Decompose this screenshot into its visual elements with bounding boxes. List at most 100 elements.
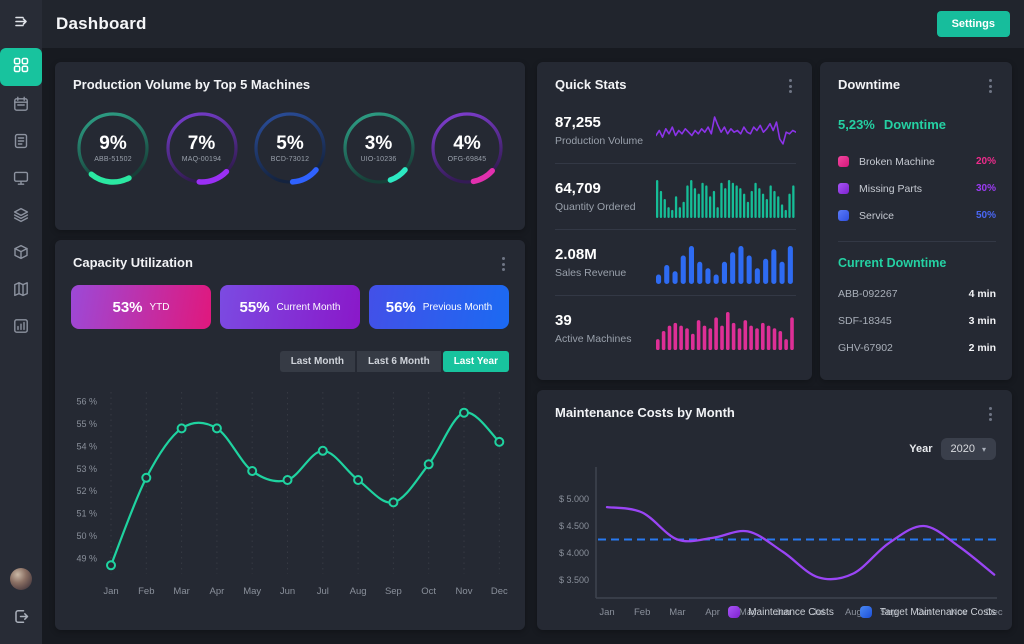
logout-button[interactable] (13, 608, 30, 630)
svg-text:Aug: Aug (350, 586, 367, 597)
quick-stat-row: 64,709 Quantity Ordered (555, 163, 796, 229)
gauge-percent-value: 5% (276, 132, 304, 154)
quick-stat-row: 2.08M Sales Revenue (555, 229, 796, 295)
chevron-down-icon: ▾ (981, 444, 986, 454)
current-downtime-title: Current Downtime (838, 256, 947, 270)
legend-swatch (838, 183, 849, 194)
logout-icon (13, 610, 30, 629)
svg-text:49 %: 49 % (76, 554, 97, 564)
quick-stat-text: 64,709 Quantity Ordered (555, 180, 636, 213)
quick-stat-text: 39 Active Machines (555, 312, 631, 345)
maintenance-header: Maintenance Costs by Month (537, 390, 1012, 423)
svg-text:May: May (243, 586, 261, 597)
svg-text:Jul: Jul (317, 586, 329, 597)
maintenance-legend: Maintenance Costs Target Maintenance Cost… (728, 606, 996, 618)
maintenance-menu-button[interactable] (985, 405, 996, 423)
capacity-line-chart: Jan Feb Mar Apr May Jun Jul Aug Sep Oct Nov Dec 49 %… (76, 392, 508, 597)
sidebar-item-layers[interactable] (0, 199, 42, 236)
quick-stat-label: Quantity Ordered (555, 201, 636, 213)
sidebar-item-dashboard[interactable] (0, 48, 42, 86)
legend-label: Maintenance Costs (748, 606, 834, 618)
legend-percent: 50% (975, 210, 996, 221)
range-tab-last-month[interactable]: Last Month (279, 351, 356, 372)
downtime-legend-item: Service 50% (838, 202, 996, 229)
calendar-icon (13, 96, 29, 117)
capacity-utilization-card: Capacity Utilization 53% YTD 55% Current Mo… (55, 240, 525, 630)
svg-text:Apr: Apr (210, 586, 225, 597)
quick-stat-value: 39 (555, 312, 572, 329)
year-dropdown-value: 2020 (950, 443, 975, 455)
svg-text:Jun: Jun (280, 586, 295, 597)
svg-text:Oct: Oct (421, 586, 436, 597)
sidebar-item-monitor[interactable] (0, 162, 42, 199)
top-header: Dashboard Settings (42, 0, 1024, 48)
legend-swatch (728, 606, 741, 618)
sidebar-item-map[interactable] (0, 273, 42, 310)
current-downtime-row: SDF-18345 3 min (838, 307, 996, 334)
current-downtime-row: GHV-67902 2 min (838, 334, 996, 361)
legend-percent: 30% (975, 183, 996, 194)
downtime-menu-button[interactable] (985, 77, 996, 95)
svg-text:Oct: Oct (916, 607, 931, 618)
gauge-percent-value: 4% (453, 132, 481, 154)
downtime-legend-item: Missing Parts 30% (838, 175, 996, 202)
gauge-text: 5% BCD-73012 (248, 106, 332, 190)
quick-stat-sparkline (656, 311, 794, 350)
svg-text:50 %: 50 % (76, 531, 97, 541)
legend-percent: 20% (975, 156, 996, 167)
dashboard-grid-icon (13, 57, 29, 78)
capacity-stat-pill: 53% YTD (71, 285, 211, 329)
user-avatar[interactable] (10, 568, 32, 590)
svg-text:Feb: Feb (634, 607, 650, 618)
svg-text:Nov: Nov (456, 586, 473, 597)
svg-text:Mar: Mar (669, 607, 685, 618)
range-tab-last-6-month[interactable]: Last 6 Month (357, 351, 441, 372)
sidebar-item-calendar[interactable] (0, 88, 42, 125)
quick-stats-menu-button[interactable] (785, 77, 796, 95)
downtime-machine-id: ABB-092267 (838, 287, 898, 300)
pill-label: Previous Month (422, 301, 493, 313)
svg-text:Jul: Jul (812, 607, 824, 618)
sidebar-item-analytics[interactable] (0, 310, 42, 347)
downtime-legend: Broken Machine 20% Missing Parts 30% Service… (838, 148, 996, 229)
map-icon (13, 281, 29, 302)
menu-arrow-icon (13, 13, 30, 35)
svg-text:May: May (739, 607, 757, 618)
machine-gauge: 3% UIO-10236 (337, 106, 421, 190)
document-icon (13, 133, 29, 154)
settings-button[interactable]: Settings (936, 11, 1010, 37)
maintenance-costs-card: Maintenance Costs by Month Year 2020 ▾ $… (537, 390, 1012, 630)
gauge-text: 3% UIO-10236 (337, 106, 421, 190)
quick-stat-row: 39 Active Machines (555, 295, 796, 361)
package-cube-icon (13, 244, 29, 265)
gauge-text: 9% ABB-51502 (71, 106, 155, 190)
capacity-header: Capacity Utilization (55, 240, 525, 273)
downtime-duration: 3 min (968, 314, 996, 327)
svg-text:Apr: Apr (705, 607, 720, 618)
gauges-row: 9% ABB-51502 7% MAQ-00194 5% BCD-73012 3% UIO-1… (55, 92, 525, 190)
downtime-title: Downtime (838, 77, 901, 92)
monitor-icon (13, 170, 29, 191)
capacity-menu-button[interactable] (498, 255, 509, 273)
svg-text:Dec: Dec (986, 607, 1003, 618)
quick-stats-header: Quick Stats (537, 62, 812, 95)
downtime-machine-id: GHV-67902 (838, 341, 893, 354)
collapse-sidebar-button[interactable] (0, 0, 42, 48)
legend-label: Target Maintenance Costs (879, 606, 996, 618)
svg-text:Jun: Jun (775, 607, 790, 618)
year-dropdown[interactable]: 2020 ▾ (940, 438, 996, 460)
sidebar-item-reports[interactable] (0, 125, 42, 162)
svg-text:$ 5.000: $ 5.000 (559, 494, 589, 504)
legend-swatch (859, 606, 872, 618)
sidebar-item-packages[interactable] (0, 236, 42, 273)
range-tab-last-year[interactable]: Last Year (442, 351, 509, 372)
pill-value: 53% (112, 298, 143, 316)
downtime-headline-label: Downtime (883, 117, 946, 132)
layers-icon (13, 207, 29, 228)
year-select: Year 2020 ▾ (909, 438, 996, 460)
production-volume-header: Production Volume by Top 5 Machines (55, 62, 525, 92)
gauge-percent-value: 7% (187, 132, 216, 154)
quick-stat-label: Production Volume (555, 134, 644, 147)
sidebar (0, 0, 42, 644)
maintenance-line-chart: $ 5.000 $ 4.500 $ 4.000 $ 3.500 Jan Feb Mar Apr… (559, 467, 1003, 618)
